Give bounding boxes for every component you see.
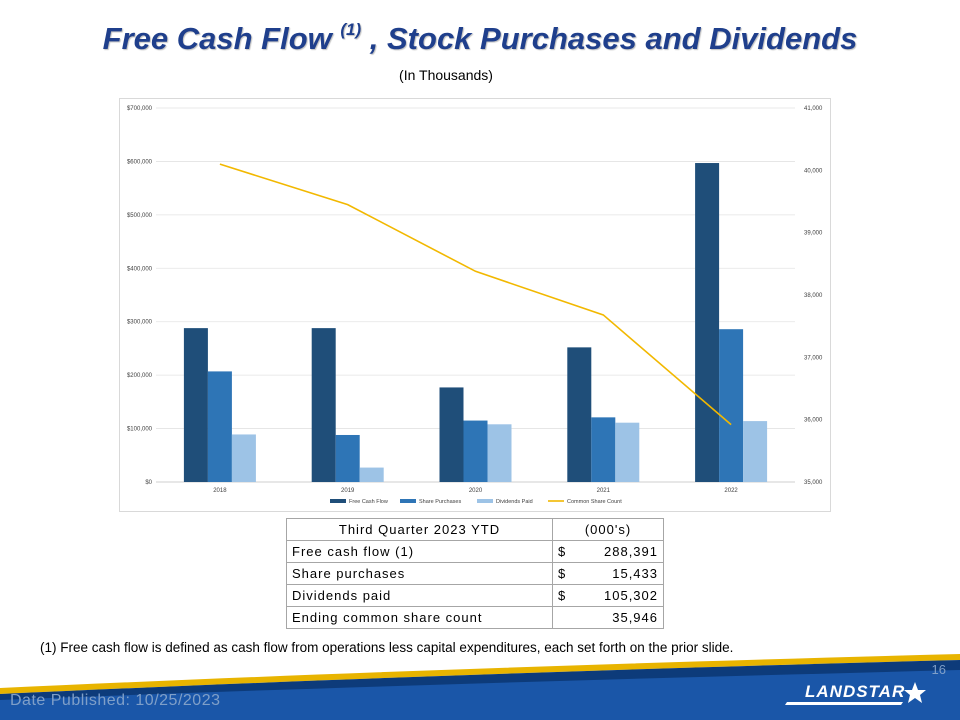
legend-label: Dividends Paid bbox=[496, 499, 533, 505]
row-value: 288,391 bbox=[604, 544, 658, 559]
bar-share-purchases bbox=[719, 329, 744, 482]
bar-free-cash-flow bbox=[567, 347, 592, 482]
legend-swatch bbox=[330, 499, 346, 503]
bar-share-purchases bbox=[463, 420, 488, 482]
bar-free-cash-flow bbox=[311, 328, 336, 482]
summary-header-unit: (000's) bbox=[552, 518, 664, 541]
row-label: Share purchases bbox=[286, 562, 553, 585]
bar-share-purchases bbox=[591, 417, 616, 482]
date-published: Date Published: 10/25/2023 bbox=[10, 692, 221, 709]
row-value: 15,433 bbox=[612, 566, 658, 581]
bar-dividends-paid bbox=[487, 424, 512, 482]
left-axis-ticks: $0 $100,000 $200,000 $300,000 $400,000 $500,0… bbox=[127, 106, 153, 486]
right-tick-label: 40,000 bbox=[804, 168, 823, 174]
summary-row-dividends-paid: Dividends paid $105,302 bbox=[286, 584, 664, 607]
bar-share-purchases bbox=[207, 371, 232, 482]
right-tick-label: 39,000 bbox=[804, 231, 823, 237]
x-axis-ticks: 2018 2019 2020 2021 2022 bbox=[213, 488, 738, 494]
landstar-logo: LANDSTAR bbox=[783, 678, 933, 710]
left-tick-label: $300,000 bbox=[127, 320, 153, 326]
x-tick-label: 2021 bbox=[597, 488, 611, 494]
left-tick-label: $600,000 bbox=[127, 159, 153, 165]
bar-dividends-paid bbox=[615, 422, 640, 482]
bar-dividends-paid bbox=[743, 421, 768, 482]
right-tick-label: 41,000 bbox=[804, 106, 823, 112]
row-currency: $ bbox=[558, 566, 567, 581]
footer-band bbox=[0, 654, 960, 720]
x-tick-label: 2020 bbox=[469, 488, 483, 494]
subtitle: (In Thousands) bbox=[399, 67, 493, 83]
row-label: Dividends paid bbox=[286, 584, 553, 607]
left-tick-label: $500,000 bbox=[127, 213, 153, 219]
logo-text: LANDSTAR bbox=[805, 682, 906, 701]
right-tick-label: 38,000 bbox=[804, 293, 823, 299]
row-currency: $ bbox=[558, 588, 567, 603]
bar-free-cash-flow bbox=[183, 328, 208, 482]
combo-chart: $0 $100,000 $200,000 $300,000 $400,000 $500,0… bbox=[127, 106, 823, 505]
title-footnote-ref: (1) bbox=[340, 20, 362, 39]
chart-legend: Free Cash Flow Share Purchases Dividends P… bbox=[330, 499, 622, 505]
left-tick-label: $200,000 bbox=[127, 373, 153, 379]
summary-header-label: Third Quarter 2023 YTD bbox=[286, 518, 553, 541]
bar-free-cash-flow bbox=[695, 163, 720, 482]
summary-table: Third Quarter 2023 YTD (000's) Free cash… bbox=[286, 518, 664, 629]
chart-container: $0 $100,000 $200,000 $300,000 $400,000 $500,0… bbox=[119, 98, 831, 512]
title-rest: , Stock Purchases and Dividends bbox=[361, 21, 858, 56]
footnote: (1) Free cash flow is defined as cash fl… bbox=[40, 640, 734, 655]
right-tick-label: 37,000 bbox=[804, 355, 823, 361]
left-tick-label: $100,000 bbox=[127, 427, 153, 433]
footer-accent-stripe bbox=[0, 654, 960, 694]
bar-free-cash-flow bbox=[439, 387, 464, 482]
logo-graphic bbox=[785, 682, 926, 705]
left-tick-label: $0 bbox=[145, 480, 152, 486]
page-number: 16 bbox=[931, 662, 946, 677]
legend-label: Share Purchases bbox=[419, 499, 461, 505]
bar-dividends-paid bbox=[231, 434, 256, 482]
right-tick-label: 36,000 bbox=[804, 418, 823, 424]
row-currency: $ bbox=[558, 544, 567, 559]
row-value: 105,302 bbox=[604, 588, 658, 603]
legend-swatch bbox=[477, 499, 493, 503]
line-common-share-count bbox=[219, 163, 732, 426]
bar-dividends-paid bbox=[359, 467, 384, 482]
summary-header-row: Third Quarter 2023 YTD (000's) bbox=[286, 518, 664, 541]
legend-label: Free Cash Flow bbox=[349, 499, 388, 505]
left-tick-label: $400,000 bbox=[127, 266, 153, 272]
star-icon bbox=[904, 682, 926, 703]
slide-title: Free Cash Flow (1) , Stock Purchases and… bbox=[0, 20, 960, 57]
row-label: Ending common share count bbox=[286, 606, 553, 629]
row-label: Free cash flow (1) bbox=[286, 540, 553, 563]
legend-swatch bbox=[400, 499, 416, 503]
right-tick-label: 35,000 bbox=[804, 480, 823, 486]
x-tick-label: 2018 bbox=[213, 488, 227, 494]
x-tick-label: 2022 bbox=[724, 488, 738, 494]
chart-grid bbox=[156, 107, 795, 483]
title-main: Free Cash Flow bbox=[102, 21, 341, 56]
legend-label: Common Share Count bbox=[567, 499, 622, 505]
chart-bars bbox=[183, 163, 768, 482]
left-tick-label: $700,000 bbox=[127, 106, 153, 112]
footer-light-band bbox=[0, 670, 960, 720]
right-axis-ticks: 35,000 36,000 37,000 38,000 39,000 40,000 41,0… bbox=[804, 106, 823, 486]
row-value: 35,946 bbox=[612, 610, 658, 625]
summary-row-share-count: Ending common share count 35,946 bbox=[286, 606, 664, 629]
x-tick-label: 2019 bbox=[341, 488, 355, 494]
summary-row-free-cash-flow: Free cash flow (1) $288,391 bbox=[286, 540, 664, 563]
bar-share-purchases bbox=[335, 434, 360, 482]
summary-row-share-purchases: Share purchases $15,433 bbox=[286, 562, 664, 585]
share-count-line bbox=[219, 163, 732, 426]
